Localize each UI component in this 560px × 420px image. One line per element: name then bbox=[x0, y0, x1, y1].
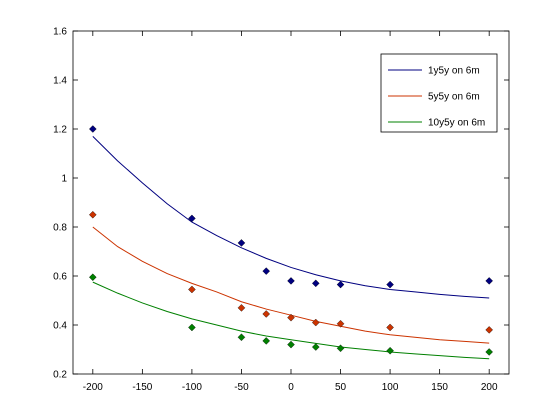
data-point bbox=[262, 337, 271, 345]
data-point bbox=[89, 210, 97, 219]
data-point bbox=[287, 340, 295, 349]
x-tick-label: 200 bbox=[481, 382, 498, 393]
y-axis: 0.2 0.4 0.6 0.8 1 1.2 1.4 1.6 bbox=[53, 27, 509, 381]
data-point bbox=[188, 214, 196, 223]
data-point bbox=[485, 326, 493, 334]
data-point bbox=[89, 125, 97, 133]
series-layer bbox=[89, 125, 493, 360]
series-1 bbox=[89, 125, 493, 299]
x-tick-label: 0 bbox=[288, 382, 294, 393]
x-axis: -200 -150 -100 -50 0 50 100 150 200 bbox=[83, 31, 498, 393]
data-point bbox=[188, 285, 196, 294]
x-tick-label: 150 bbox=[431, 382, 448, 393]
series-fit-line bbox=[92, 135, 490, 299]
y-tick-label: 0.6 bbox=[53, 272, 67, 283]
data-point bbox=[386, 346, 394, 355]
legend: 1y5y on 6m 5y5y on 6m 10y5y on 6m bbox=[380, 53, 498, 133]
x-tick-label: -100 bbox=[182, 382, 202, 393]
y-tick-label: 1.4 bbox=[53, 76, 67, 87]
data-point bbox=[336, 319, 345, 328]
data-point bbox=[237, 304, 246, 312]
x-tick-label: -50 bbox=[234, 382, 249, 393]
y-tick-label: 0.4 bbox=[53, 321, 67, 332]
data-point bbox=[237, 239, 246, 247]
data-point bbox=[311, 343, 320, 351]
data-point bbox=[311, 318, 320, 327]
data-point bbox=[485, 277, 493, 285]
legend-label: 10y5y on 6m bbox=[428, 118, 485, 129]
y-tick-label: 1.6 bbox=[53, 27, 67, 38]
y-tick-label: 0.2 bbox=[53, 370, 67, 381]
data-point bbox=[336, 344, 345, 353]
data-point bbox=[188, 323, 196, 332]
data-point bbox=[311, 279, 320, 288]
data-point bbox=[89, 273, 97, 282]
series-2 bbox=[89, 210, 493, 344]
x-tick-label: -150 bbox=[132, 382, 152, 393]
series-fit-line bbox=[92, 281, 490, 360]
x-tick-label: -200 bbox=[83, 382, 103, 393]
legend-label: 5y5y on 6m bbox=[428, 92, 480, 103]
data-point bbox=[287, 313, 295, 322]
y-tick-label: 1 bbox=[61, 174, 67, 185]
data-point bbox=[336, 280, 345, 289]
data-point bbox=[386, 323, 394, 332]
x-tick-label: 100 bbox=[382, 382, 399, 393]
data-point bbox=[262, 310, 271, 318]
data-point bbox=[262, 267, 271, 275]
y-tick-label: 1.2 bbox=[53, 125, 67, 136]
legend-box bbox=[380, 53, 498, 133]
y-tick-label: 0.8 bbox=[53, 223, 67, 234]
data-point bbox=[386, 280, 394, 289]
x-tick-label: 50 bbox=[335, 382, 347, 393]
legend-label: 1y5y on 6m bbox=[428, 66, 480, 77]
data-point bbox=[237, 333, 246, 342]
data-point bbox=[287, 277, 295, 285]
data-point bbox=[485, 348, 493, 356]
series-3 bbox=[89, 273, 493, 360]
